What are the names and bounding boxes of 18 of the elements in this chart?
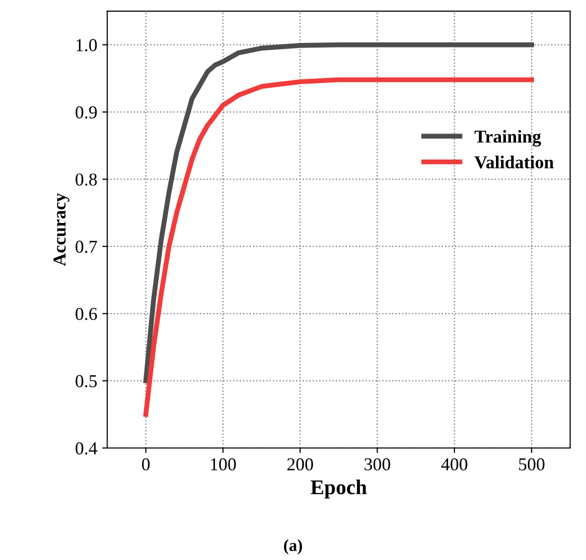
x-tick-label: 500 xyxy=(519,458,544,470)
y-tick-label: 0.6 xyxy=(76,308,97,320)
y-tick-label: 0.8 xyxy=(76,173,97,186)
legend-label: Training xyxy=(474,130,542,147)
y-tick-label: 0.9 xyxy=(76,106,97,119)
y-axis-title: Accuracy xyxy=(54,193,70,266)
text: (a) xyxy=(284,539,302,554)
x-tick-label: 300 xyxy=(364,458,390,470)
y-tick-label: 0.5 xyxy=(76,375,97,388)
legend-label: Validation xyxy=(474,156,554,168)
y-tick-label: 0.4 xyxy=(76,442,98,455)
y-tick-label: 0.7 xyxy=(76,240,97,253)
x-axis-title: Epoch xyxy=(310,480,367,499)
x-tick-label: 400 xyxy=(441,458,468,470)
x-tick-label: 200 xyxy=(287,458,313,470)
x-tick-label: 0 xyxy=(142,458,150,470)
x-tick-label: 100 xyxy=(211,458,236,470)
y-tick-label: 1.0 xyxy=(76,39,97,52)
